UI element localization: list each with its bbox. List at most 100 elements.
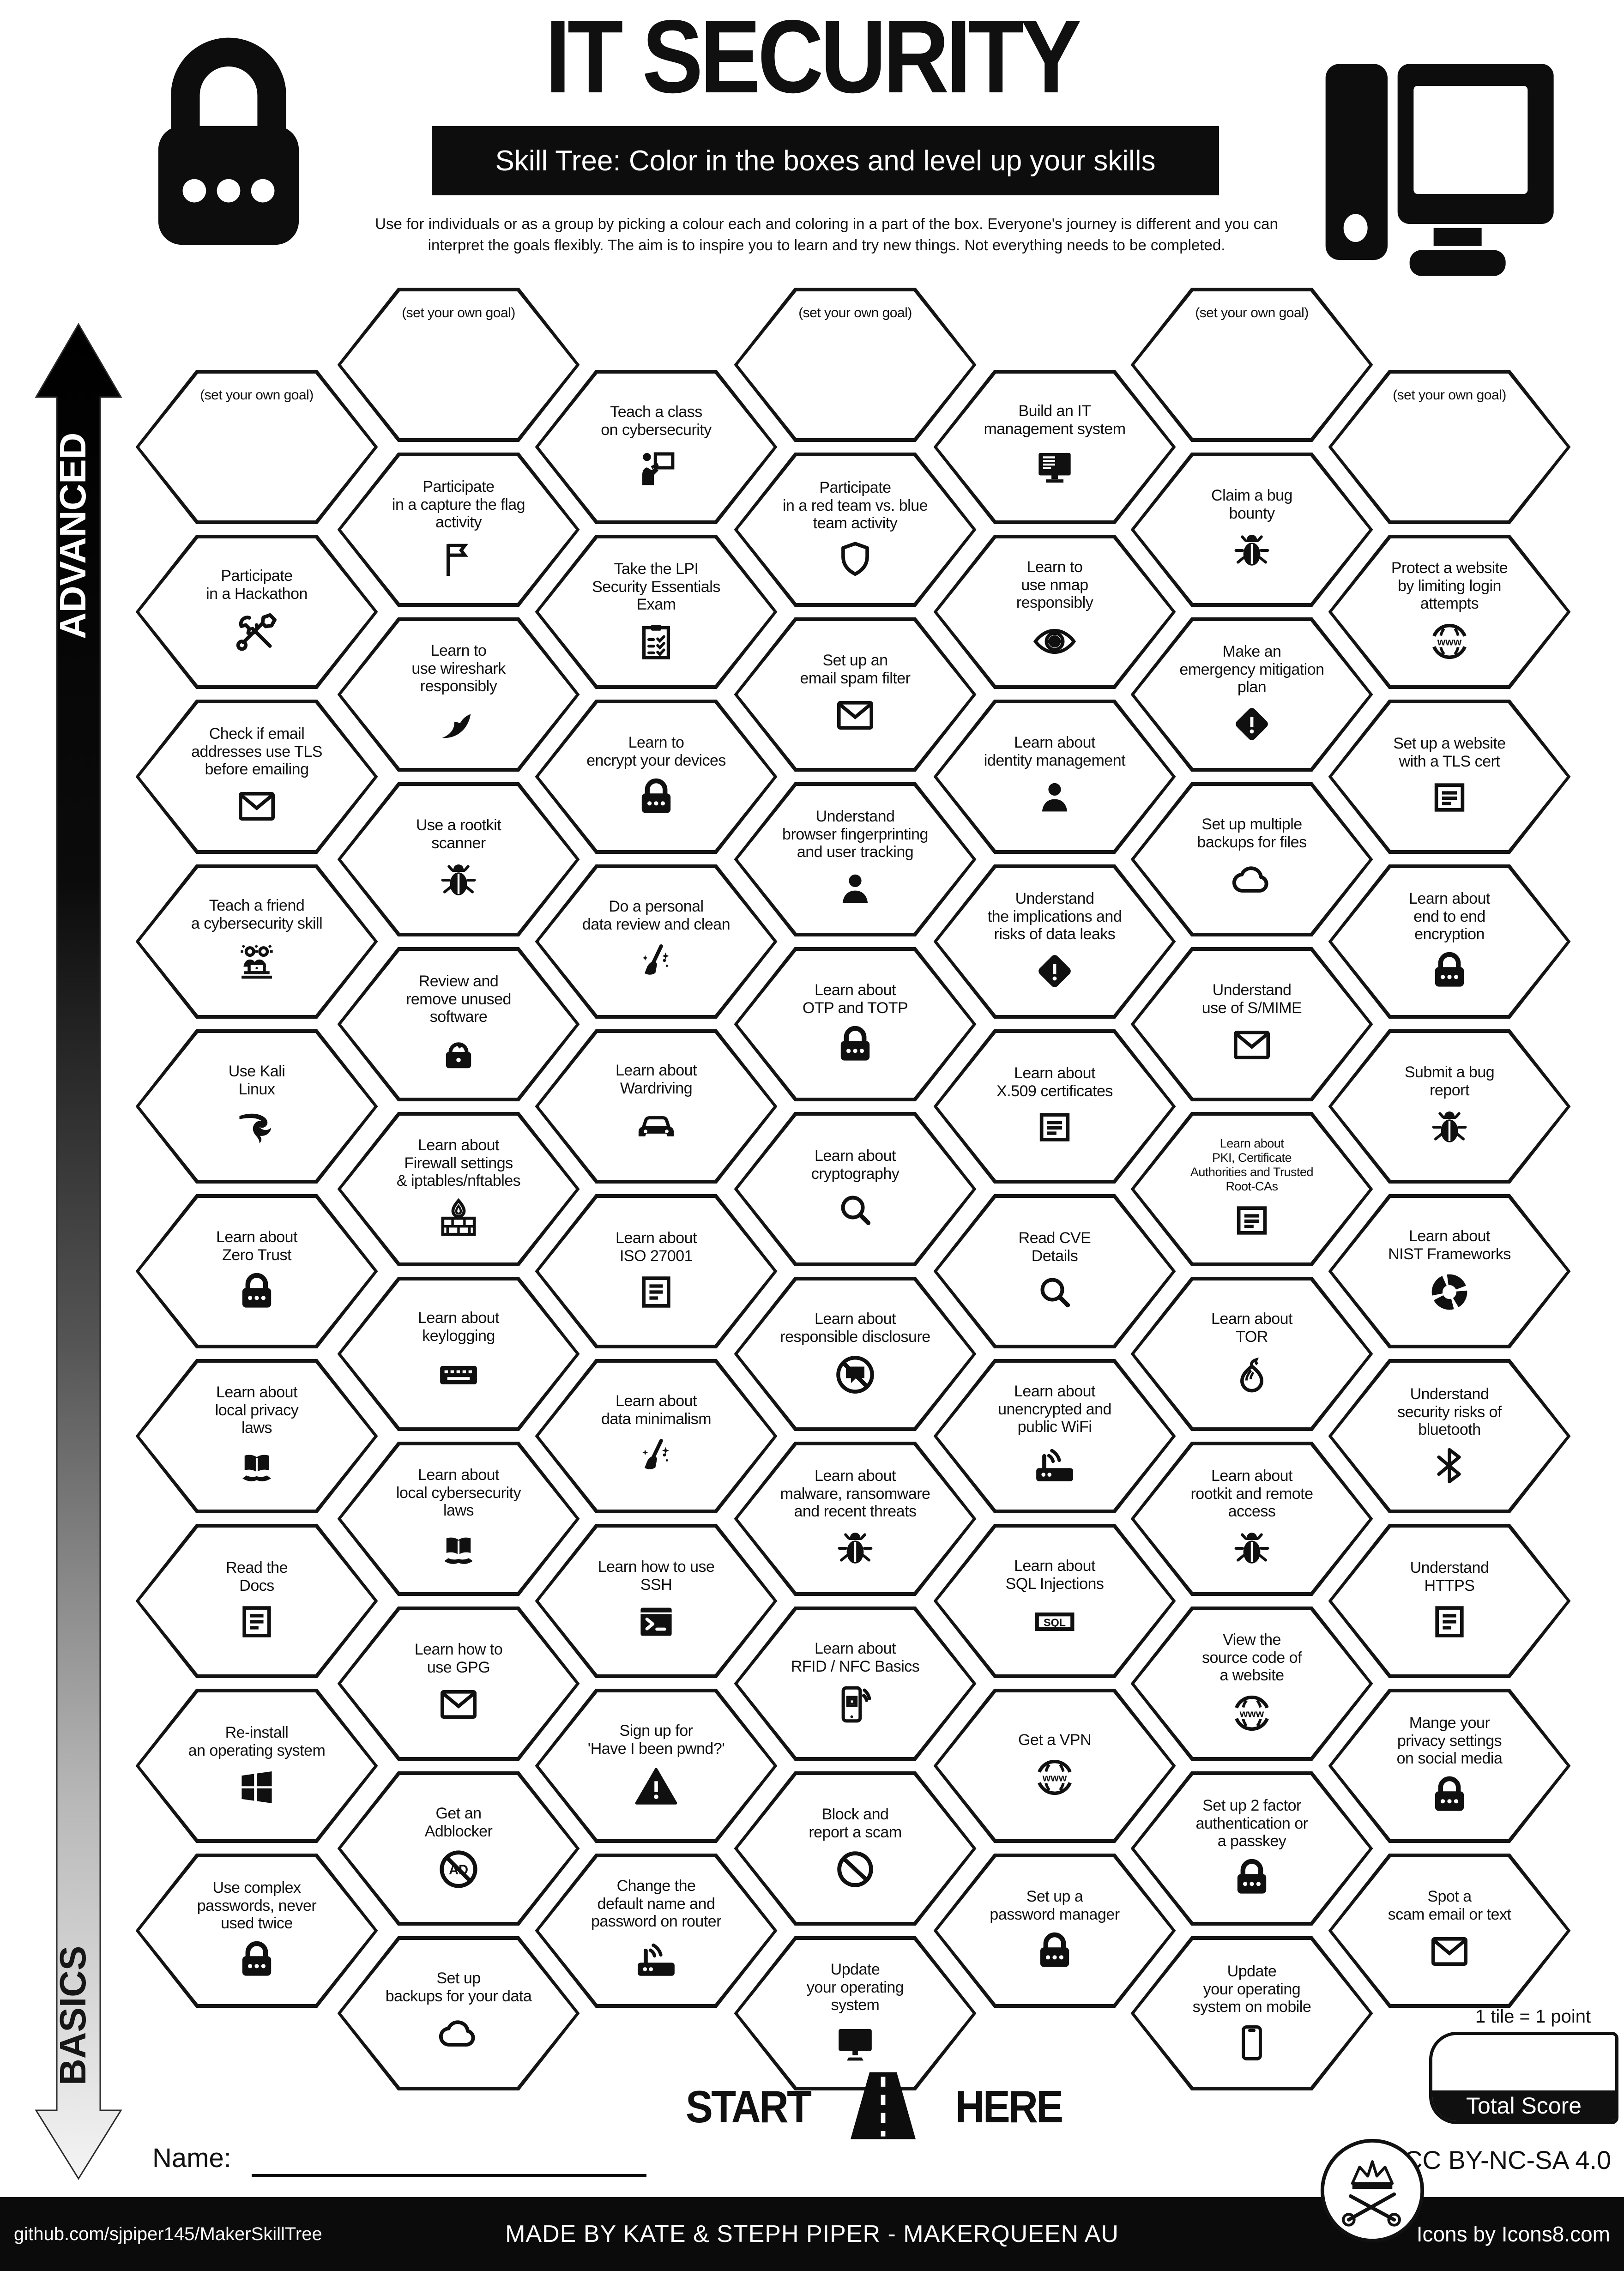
skill-tile[interactable]: Learn about local cybersecurity laws xyxy=(337,1442,580,1596)
skill-tile-face: Set up backups for your data xyxy=(341,1940,576,2087)
skill-tile[interactable]: Learn about malware, ransomware and rece… xyxy=(734,1442,977,1596)
skill-tile[interactable]: Set up a password manager xyxy=(933,1854,1176,2008)
tile-label: Participate in a capture the flag activi… xyxy=(392,477,525,532)
skill-tile[interactable]: Understand the implications and risks of… xyxy=(933,864,1176,1019)
tile-label: Teach a friend a cybersecurity skill xyxy=(191,897,323,932)
tile-label: Use a rootkit scanner xyxy=(416,816,501,852)
skill-tile[interactable]: Read the Docs xyxy=(135,1524,378,1678)
skill-tile[interactable]: Learn about rootkit and remote access xyxy=(1130,1442,1373,1596)
skill-tile[interactable]: Review and remove unused software xyxy=(337,947,580,1101)
bug-icon xyxy=(436,858,481,902)
total-score-field[interactable] xyxy=(1432,2035,1615,2090)
skill-tile[interactable]: Learn about identity management xyxy=(933,700,1176,854)
name-label: Name: xyxy=(152,2143,231,2173)
skill-tile[interactable]: Get an Adblocker AD xyxy=(337,1771,580,1926)
skill-tile[interactable]: Learn about Zero Trust xyxy=(135,1194,378,1348)
skill-tile[interactable]: Make an emergency mitigation plan xyxy=(1130,617,1373,772)
footer-link-github[interactable]: github.com/sjpiper145/MakerSkillTree xyxy=(14,2223,322,2244)
skill-tile[interactable]: Understand HTTPS xyxy=(1328,1524,1571,1678)
skill-tile[interactable]: Learn about keylogging xyxy=(337,1277,580,1431)
tile-label: Sign up for 'Have I been pwnd?' xyxy=(587,1722,725,1758)
skill-tile[interactable]: Do a personal data review and clean xyxy=(535,864,778,1019)
skill-tile[interactable]: Learn how to use SSH xyxy=(535,1524,778,1678)
skill-tile[interactable]: Get a VPN www xyxy=(933,1689,1176,1843)
skill-tile[interactable]: Block and report a scam xyxy=(734,1771,977,1926)
skill-tile[interactable]: Learn about SQL Injections SQL xyxy=(933,1524,1176,1678)
skill-tile[interactable]: Learn about cryptography xyxy=(734,1112,977,1266)
computer-icon xyxy=(1322,46,1562,284)
tor-onion-icon xyxy=(1229,1352,1275,1398)
skill-tile[interactable]: Learn how to use GPG xyxy=(337,1607,580,1761)
skill-tile[interactable]: Mange your privacy settings on social me… xyxy=(1328,1689,1571,1843)
skill-tile[interactable]: Update your operating system on mobile xyxy=(1130,1936,1373,2090)
skill-tile[interactable]: Teach a class on cybersecurity xyxy=(535,370,778,524)
skill-tile[interactable]: Read CVE Details xyxy=(933,1194,1176,1348)
skill-tile[interactable]: Check if email addresses use TLS before … xyxy=(135,700,378,854)
skill-tile[interactable]: Learn about unencrypted and public WiFi xyxy=(933,1359,1176,1513)
skill-tile[interactable]: Set up backups for your data xyxy=(337,1936,580,2090)
skill-tile[interactable]: Learn about Firewall settings & iptables… xyxy=(337,1112,580,1266)
skill-tile[interactable]: Use Kali Linux xyxy=(135,1029,378,1184)
warning-diamond-icon xyxy=(1032,949,1077,993)
tile-label: Set up an email spam filter xyxy=(800,652,911,687)
skill-tile-face: Teach a friend a cybersecurity skill xyxy=(139,868,374,1015)
skill-tile[interactable]: Set up an email spam filter xyxy=(734,617,977,772)
name-input-line[interactable] xyxy=(252,2174,646,2177)
certificate-icon xyxy=(1231,1199,1273,1242)
skill-tile-face: Update your operating system on mobile xyxy=(1134,1940,1370,2087)
skill-tile[interactable]: (set your own goal) xyxy=(734,288,977,442)
total-score-box[interactable]: Total Score xyxy=(1429,2032,1618,2124)
skill-tile[interactable]: Learn about OTP and TOTP xyxy=(734,947,977,1101)
skill-tile[interactable]: Participate in a Hackathon xyxy=(135,535,378,689)
skill-tile[interactable]: Learn about data minimalism xyxy=(535,1359,778,1513)
skill-tile[interactable]: Protect a website by limiting login atte… xyxy=(1328,535,1571,689)
basics-label: BASICS xyxy=(52,1945,93,2086)
skill-tile[interactable]: Change the default name and password on … xyxy=(535,1854,778,2008)
skill-tile[interactable]: Submit a bug report xyxy=(1328,1029,1571,1184)
skill-tile-face: Learn about TOR xyxy=(1134,1280,1370,1427)
skill-tile[interactable]: Learn about NIST Frameworks xyxy=(1328,1194,1571,1348)
skill-tile[interactable]: (set your own goal) xyxy=(1130,288,1373,442)
skill-tile[interactable]: Learn about PKI, Certificate Authorities… xyxy=(1130,1112,1373,1266)
tile-label: Learn about X.509 certificates xyxy=(996,1064,1113,1100)
tile-label: Read CVE Details xyxy=(1018,1229,1091,1265)
skill-tile[interactable]: Learn to use nmap responsibly xyxy=(933,535,1176,689)
skill-tile[interactable]: Set up 2 factor authentication or a pass… xyxy=(1130,1771,1373,1926)
skill-tile[interactable]: Learn about ISO 27001 xyxy=(535,1194,778,1348)
skill-tile[interactable]: Learn about RFID / NFC Basics xyxy=(734,1607,977,1761)
skill-tile-face: Teach a class on cybersecurity xyxy=(538,374,774,520)
skill-tile[interactable]: Learn about local privacy laws xyxy=(135,1359,378,1513)
skill-tile[interactable]: Understand use of S/MIME xyxy=(1130,947,1373,1101)
skill-tile[interactable]: Learn about X.509 certificates xyxy=(933,1029,1176,1184)
skill-tile[interactable]: Re-install an operating system xyxy=(135,1689,378,1843)
skill-tile[interactable]: View the source code of a website www xyxy=(1130,1607,1373,1761)
skill-tile-face: Learn about local privacy laws xyxy=(139,1363,374,1510)
skill-tile[interactable]: Sign up for 'Have I been pwnd?' xyxy=(535,1689,778,1843)
skill-tile[interactable]: Use complex passwords, never used twice xyxy=(135,1854,378,2008)
skill-tile[interactable]: Understand security risks of bluetooth xyxy=(1328,1359,1571,1513)
tile-label: Change the default name and password on … xyxy=(591,1877,722,1931)
skill-tile[interactable]: Use a rootkit scanner xyxy=(337,782,580,936)
skill-tile[interactable]: Participate in a capture the flag activi… xyxy=(337,453,580,607)
skill-tile[interactable]: Learn about responsible disclosure xyxy=(734,1277,977,1431)
tile-label: Build an IT management system xyxy=(984,402,1126,438)
skill-tile[interactable]: Take the LPI Security Essentials Exam xyxy=(535,535,778,689)
skill-tile[interactable]: Learn about Wardriving xyxy=(535,1029,778,1184)
skill-tile[interactable]: (set your own goal) xyxy=(337,288,580,442)
skill-tile[interactable]: Teach a friend a cybersecurity skill xyxy=(135,864,378,1019)
skill-tile[interactable]: Set up a website with a TLS cert xyxy=(1328,700,1571,854)
skill-tile[interactable]: Spot a scam email or text xyxy=(1328,1854,1571,2008)
skill-tile[interactable]: (set your own goal) xyxy=(1328,370,1571,524)
skill-tile[interactable]: Learn to use wireshark responsibly xyxy=(337,617,580,772)
skill-tile[interactable]: Claim a bug bounty xyxy=(1130,453,1373,607)
skill-tile[interactable]: (set your own goal) xyxy=(135,370,378,524)
skill-tile[interactable]: Participate in a red team vs. blue team … xyxy=(734,453,977,607)
skill-tile[interactable]: Set up multiple backups for files xyxy=(1130,782,1373,936)
skill-tile[interactable]: Understand browser fingerprinting and us… xyxy=(734,782,977,936)
skill-tile[interactable]: Update your operating system xyxy=(734,1936,977,2090)
envelope-icon xyxy=(1230,1023,1274,1067)
skill-tile[interactable]: Build an IT management system xyxy=(933,370,1176,524)
skill-tile[interactable]: Learn about end to end encryption xyxy=(1328,864,1571,1019)
skill-tile[interactable]: Learn to encrypt your devices xyxy=(535,700,778,854)
skill-tile[interactable]: Learn about TOR xyxy=(1130,1277,1373,1431)
